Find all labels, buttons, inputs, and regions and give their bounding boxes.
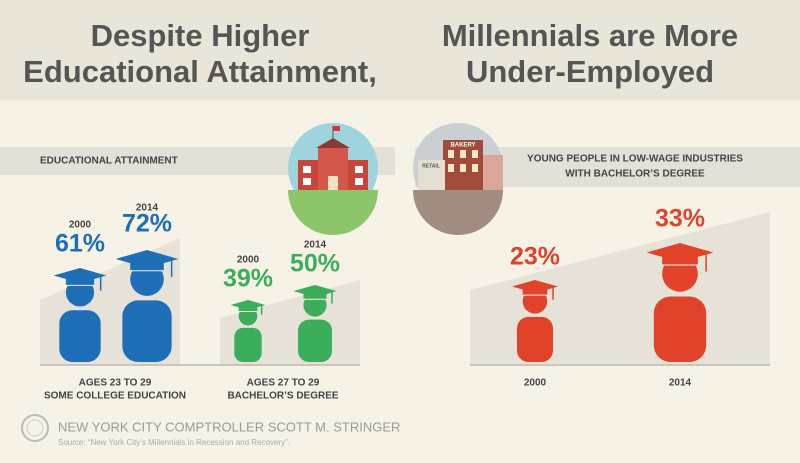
header-title: Millennials are More (442, 18, 738, 53)
figure-part (59, 310, 101, 362)
year-label: 2014 (136, 203, 159, 214)
figure-part (653, 296, 707, 362)
figure-part (298, 319, 332, 362)
seal (21, 414, 49, 442)
figure-part (234, 327, 262, 362)
figure-part (238, 306, 258, 312)
header-band (0, 0, 800, 100)
employment-label: YOUNG PEOPLE IN LOW-WAGE INDUSTRIES (527, 154, 743, 165)
value-label: 33% (655, 205, 705, 233)
figure-part (662, 254, 698, 265)
figure-part (303, 292, 327, 299)
graduate-figure (53, 268, 107, 362)
header-title: Under-Employed (466, 54, 714, 89)
year-label: 2000 (524, 378, 547, 389)
figure-part (646, 243, 714, 263)
figure-part (130, 261, 164, 271)
figure-part (522, 288, 548, 295)
year-label: 2000 (237, 255, 260, 266)
figure-part (65, 277, 95, 285)
graduate-figure (230, 300, 266, 362)
value-label: 23% (510, 243, 560, 271)
caption: AGES 27 TO 29 (247, 378, 320, 389)
figure-part (53, 268, 107, 284)
caption: BACHELOR’S DEGREE (227, 391, 338, 402)
header-title: Educational Attainment, (23, 54, 377, 89)
graduate-figure (646, 243, 714, 362)
graduate-figure (115, 250, 179, 362)
year-label: 2000 (69, 220, 92, 231)
retail-sign: RETAIL (422, 163, 440, 169)
value-label: 61% (55, 230, 105, 258)
footer-source: Source: “New York City’s Millennials in … (58, 438, 290, 447)
year-label: 2014 (669, 378, 692, 389)
footer-org: NEW YORK CITY COMPTROLLER SCOTT M. STRIN… (58, 419, 400, 434)
value-label: 72% (122, 210, 172, 238)
figure-part (516, 316, 554, 362)
shops-icon: BAKERY RETAIL (413, 123, 503, 235)
header-title: Despite Higher (91, 18, 310, 53)
graduate-figure (293, 285, 337, 362)
employment-label: WITH BACHELOR’S DEGREE (565, 169, 705, 180)
value-label: 50% (290, 250, 340, 278)
value-label: 39% (223, 265, 273, 293)
education-label: EDUCATIONAL ATTAINMENT (40, 156, 178, 167)
caption: AGES 23 TO 29 (79, 378, 152, 389)
bakery-sign: BAKERY (450, 143, 475, 149)
caption: SOME COLLEGE EDUCATION (44, 391, 186, 402)
school-icon (288, 123, 378, 235)
year-label: 2014 (304, 240, 327, 251)
graduate-figure (512, 280, 558, 362)
figure-part (122, 300, 172, 362)
